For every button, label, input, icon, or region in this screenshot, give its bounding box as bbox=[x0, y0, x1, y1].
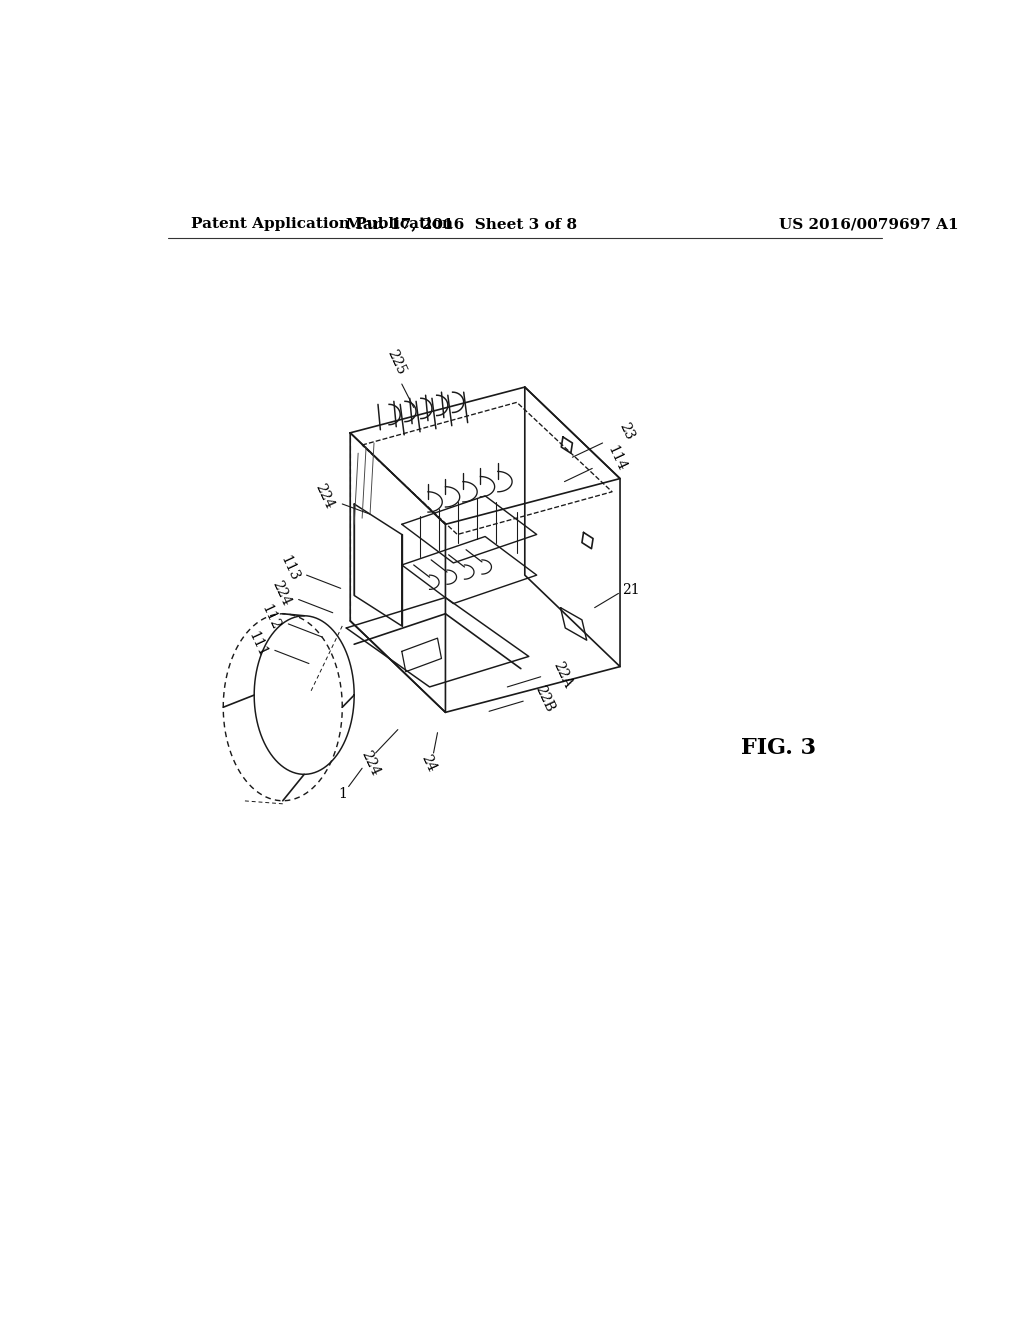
Text: 21: 21 bbox=[622, 583, 639, 598]
Text: 22B: 22B bbox=[532, 684, 557, 714]
Text: 224: 224 bbox=[269, 578, 293, 609]
Text: 225: 225 bbox=[384, 347, 409, 378]
Text: 224: 224 bbox=[312, 480, 336, 511]
Text: 24: 24 bbox=[418, 752, 438, 774]
Text: Patent Application Publication: Patent Application Publication bbox=[191, 218, 454, 231]
Text: 224: 224 bbox=[358, 748, 382, 777]
Text: FIG. 3: FIG. 3 bbox=[741, 737, 816, 759]
Text: 113: 113 bbox=[278, 553, 301, 583]
Text: 1: 1 bbox=[338, 787, 347, 801]
Text: Mar. 17, 2016  Sheet 3 of 8: Mar. 17, 2016 Sheet 3 of 8 bbox=[346, 218, 577, 231]
Text: 112: 112 bbox=[259, 603, 283, 632]
Text: 114: 114 bbox=[604, 444, 628, 474]
Text: 23: 23 bbox=[616, 420, 636, 442]
Text: 22A: 22A bbox=[550, 659, 574, 690]
Text: US 2016/0079697 A1: US 2016/0079697 A1 bbox=[778, 218, 958, 231]
Text: 111: 111 bbox=[246, 630, 269, 659]
